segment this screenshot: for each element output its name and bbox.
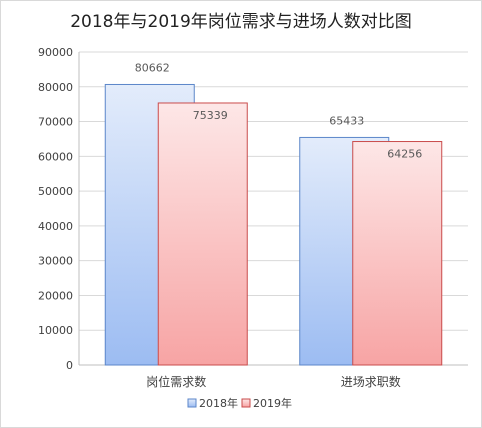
legend-label: 2018年 — [199, 396, 238, 410]
bars — [104, 83, 443, 366]
y-tick-label: 60000 — [38, 150, 73, 163]
bar-2-1 — [157, 102, 248, 366]
y-tick-label: 80000 — [38, 81, 73, 94]
legend: 2018年 2019年 — [187, 396, 292, 410]
data-label: 64256 — [387, 148, 422, 161]
y-tick-label: 10000 — [38, 324, 73, 337]
bar-2-2 — [352, 141, 443, 366]
legend-swatch — [187, 398, 197, 408]
data-label: 75339 — [193, 109, 228, 122]
data-label: 65433 — [329, 114, 364, 127]
y-tick-label: 0 — [66, 359, 73, 372]
y-tick-label: 40000 — [38, 220, 73, 233]
y-tick-label: 70000 — [38, 116, 73, 129]
y-tick-label: 30000 — [38, 255, 73, 268]
y-axis-ticks: 0 10000 20000 30000 40000 50000 60000 70000 8000… — [38, 46, 73, 372]
legend-label: 2019年 — [253, 396, 292, 410]
x-tick-label: 岗位需求数 — [146, 374, 206, 389]
data-labels: 80662 75339 65433 64256 — [135, 61, 423, 160]
chart-title: 2018年与2019年岗位需求与进场人数对比图 — [70, 12, 412, 32]
y-tick-label: 20000 — [38, 289, 73, 302]
y-tick-label: 50000 — [38, 185, 73, 198]
legend-swatch — [241, 398, 251, 408]
x-tick-label: 进场求职数 — [341, 374, 401, 389]
data-label: 80662 — [135, 61, 170, 74]
y-tick-label: 90000 — [38, 46, 73, 59]
x-axis-ticks: 岗位需求数 进场求职数 — [146, 374, 401, 389]
